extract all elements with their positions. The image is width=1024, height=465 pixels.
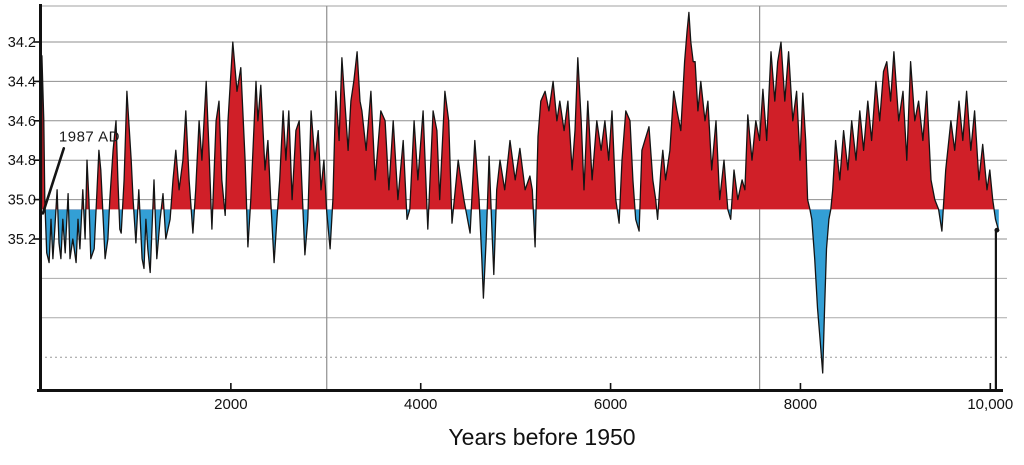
svg-text:4000: 4000 <box>404 396 437 413</box>
svg-text:2000: 2000 <box>214 396 247 413</box>
svg-text:10,000: 10,000 <box>967 396 1013 413</box>
x-axis-title: Years before 1950 <box>448 424 636 450</box>
svg-text:6000: 6000 <box>594 396 627 413</box>
svg-text:35.2: 35.2 <box>8 232 36 248</box>
svg-text:34.6: 34.6 <box>8 114 36 130</box>
annotation-1987-ad: 1987 AD <box>58 128 120 146</box>
svg-text:34.2: 34.2 <box>8 35 36 51</box>
svg-text:34.8: 34.8 <box>8 153 36 169</box>
svg-text:34.4: 34.4 <box>8 74 36 90</box>
svg-text:35.0: 35.0 <box>8 193 36 209</box>
svg-text:8000: 8000 <box>784 396 817 413</box>
